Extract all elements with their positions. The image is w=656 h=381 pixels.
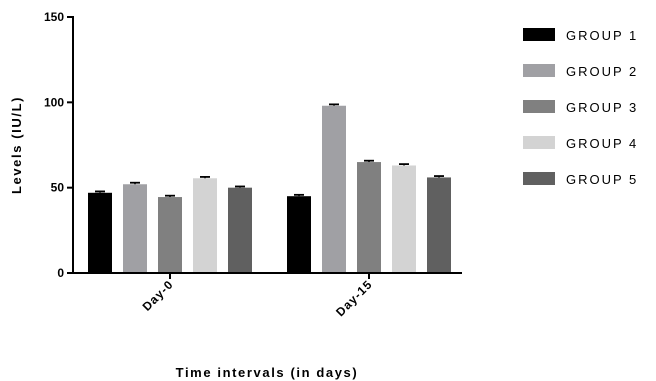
x-tick-label-day-15: Day-15 (333, 277, 375, 319)
bar-2-day-0 (123, 184, 147, 273)
error-bar-3-day-0 (165, 194, 175, 198)
legend-label: GROUP 2 (566, 64, 638, 79)
bar-4-day-0 (193, 178, 217, 273)
bar-1-day-15 (287, 196, 311, 273)
bar-5-day-15 (427, 177, 451, 273)
y-axis-title: Levels (IU/L) (9, 96, 24, 194)
y-tick-label-50: 50 (51, 181, 65, 195)
legend-item-group-4: GROUP 4 (523, 136, 638, 151)
x-axis-title: Time intervals (in days) (176, 365, 359, 380)
legend-label: GROUP 5 (566, 172, 638, 187)
error-bar-1-day-15 (294, 193, 304, 197)
bar-4-day-15 (392, 165, 416, 273)
legend: GROUP 1 GROUP 2 GROUP 3 GROUP 4 GROUP 5 (523, 28, 638, 187)
legend-swatch (523, 136, 555, 149)
error-bar-5-day-0 (235, 185, 245, 188)
error-bar-2-day-15 (329, 103, 339, 106)
legend-swatch (523, 28, 555, 41)
legend-item-group-5: GROUP 5 (523, 172, 638, 187)
error-bar-3-day-15 (364, 159, 374, 163)
error-bar-4-day-0 (200, 176, 210, 179)
error-bar-2-day-0 (130, 181, 140, 185)
y-tick-label-150: 150 (44, 10, 64, 24)
bar-1-day-0 (88, 192, 112, 273)
legend-label: GROUP 4 (566, 136, 638, 151)
bar-5-day-0 (228, 187, 252, 273)
y-tick-label-100: 100 (44, 95, 64, 109)
bar-3-day-0 (158, 197, 182, 273)
legend-swatch (523, 64, 555, 77)
legend-item-group-2: GROUP 2 (523, 64, 638, 79)
legend-label: GROUP 3 (566, 100, 638, 115)
x-tick-label-day-0: Day-0 (140, 277, 177, 314)
bar-3-day-15 (357, 162, 381, 273)
plot-area (88, 103, 451, 273)
legend-swatch (523, 172, 555, 185)
legend-label: GROUP 1 (566, 28, 638, 43)
error-bar-1-day-0 (95, 190, 105, 193)
error-bar-5-day-15 (434, 175, 444, 178)
bar-2-day-15 (322, 105, 346, 273)
y-tick-label-0: 0 (57, 266, 64, 280)
legend-item-group-3: GROUP 3 (523, 100, 638, 115)
error-bar-4-day-15 (399, 163, 409, 166)
legend-item-group-1: GROUP 1 (523, 28, 638, 43)
legend-swatch (523, 100, 555, 113)
